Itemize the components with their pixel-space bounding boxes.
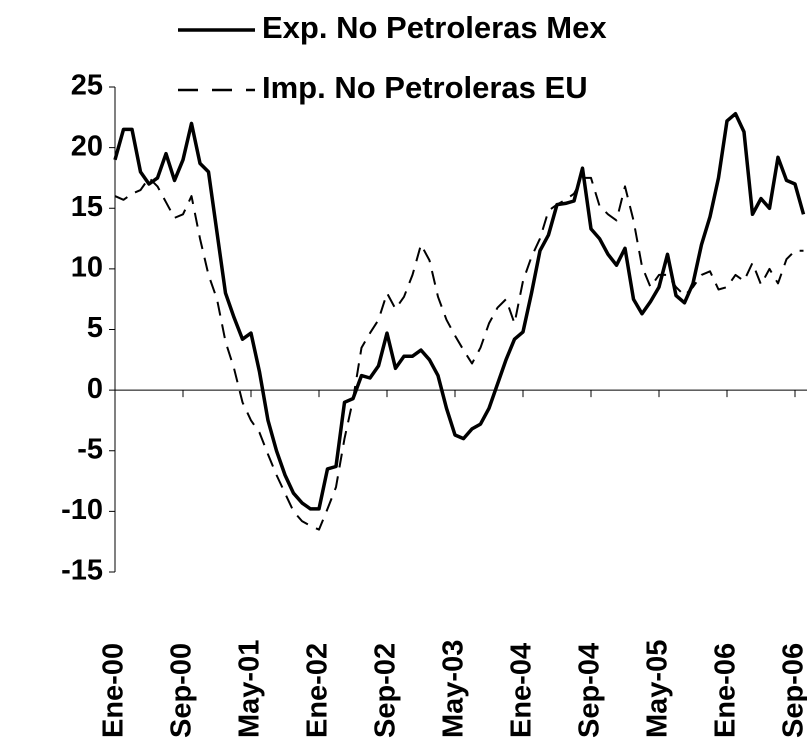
y-tick-label: 15 xyxy=(71,191,103,223)
y-tick-label: 25 xyxy=(71,70,103,102)
x-tick-label: May-05 xyxy=(642,640,674,738)
x-tick-label: May-01 xyxy=(234,640,266,738)
x-tick-label: Sep-02 xyxy=(370,643,402,738)
x-tick-label: Ene-00 xyxy=(98,643,130,738)
y-tick-label: -15 xyxy=(61,555,103,587)
y-tick-label: 20 xyxy=(71,130,103,162)
legend-label: Exp. No Petroleras Mex xyxy=(262,10,607,45)
y-tick-label: -5 xyxy=(77,433,103,465)
x-tick-label: Sep-06 xyxy=(778,643,807,738)
y-tick-label: 10 xyxy=(71,252,103,284)
series-line xyxy=(114,176,804,531)
x-tick-label: Sep-04 xyxy=(574,643,606,738)
y-tick-label: 0 xyxy=(87,373,103,405)
x-tick-label: Ene-06 xyxy=(710,643,742,738)
x-tick-label: Sep-00 xyxy=(166,643,198,738)
legend-label: Imp. No Petroleras EU xyxy=(262,70,588,105)
y-tick-label: -10 xyxy=(61,494,103,526)
x-tick-label: May-03 xyxy=(438,640,470,738)
series-line xyxy=(113,111,806,511)
x-tick-label: Ene-04 xyxy=(506,643,538,738)
y-tick-label: 5 xyxy=(87,312,103,344)
x-tick-label: Ene-02 xyxy=(302,643,334,738)
